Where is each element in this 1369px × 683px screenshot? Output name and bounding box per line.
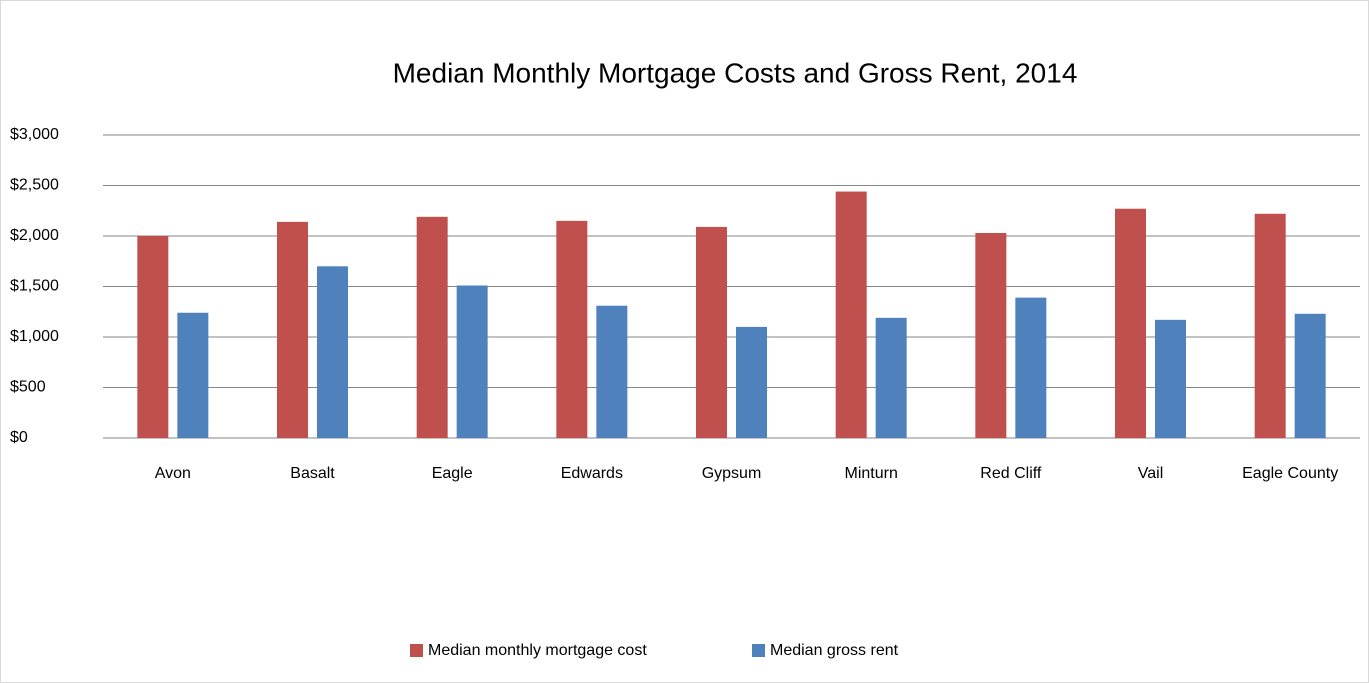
x-tick-label: Avon — [155, 465, 191, 482]
legend-swatch — [752, 644, 765, 657]
bar — [835, 191, 867, 438]
x-tick-label: Gypsum — [702, 465, 762, 482]
bar — [416, 216, 448, 438]
bar — [1155, 319, 1186, 438]
legend-label: Median monthly mortgage cost — [428, 642, 647, 659]
y-tick-label: $1,500 — [10, 278, 59, 295]
bar — [1115, 208, 1146, 438]
bar — [1254, 213, 1286, 438]
bar — [1015, 297, 1047, 438]
x-tick-label: Eagle — [432, 465, 473, 482]
x-tick-label: Minturn — [844, 465, 897, 482]
legend-label: Median gross rent — [770, 642, 899, 659]
bar — [177, 312, 209, 438]
x-tick-label: Basalt — [290, 465, 335, 482]
bar — [137, 236, 169, 438]
legend-swatch — [410, 644, 423, 657]
bar — [277, 221, 308, 438]
y-tick-label: $3,000 — [10, 126, 59, 143]
x-tick-label: Edwards — [561, 465, 623, 482]
y-tick-label: $500 — [10, 379, 46, 396]
x-tick-label: Eagle County — [1242, 465, 1338, 482]
x-tick-label: Vail — [1138, 465, 1164, 482]
y-tick-label: $2,500 — [10, 177, 59, 194]
y-tick-label: $2,000 — [10, 227, 59, 244]
bar — [456, 285, 488, 438]
y-tick-label: $0 — [10, 429, 28, 446]
bar — [975, 232, 1007, 438]
bar — [1294, 313, 1326, 438]
bar — [556, 220, 588, 438]
y-tick-label: $1,000 — [10, 328, 59, 345]
chart-title: Median Monthly Mortgage Costs and Gross … — [393, 57, 1078, 88]
bar — [317, 266, 348, 438]
bar — [736, 326, 767, 438]
bar — [696, 226, 727, 438]
x-tick-label: Red Cliff — [980, 465, 1042, 482]
bar — [875, 317, 907, 438]
bar — [596, 305, 628, 438]
